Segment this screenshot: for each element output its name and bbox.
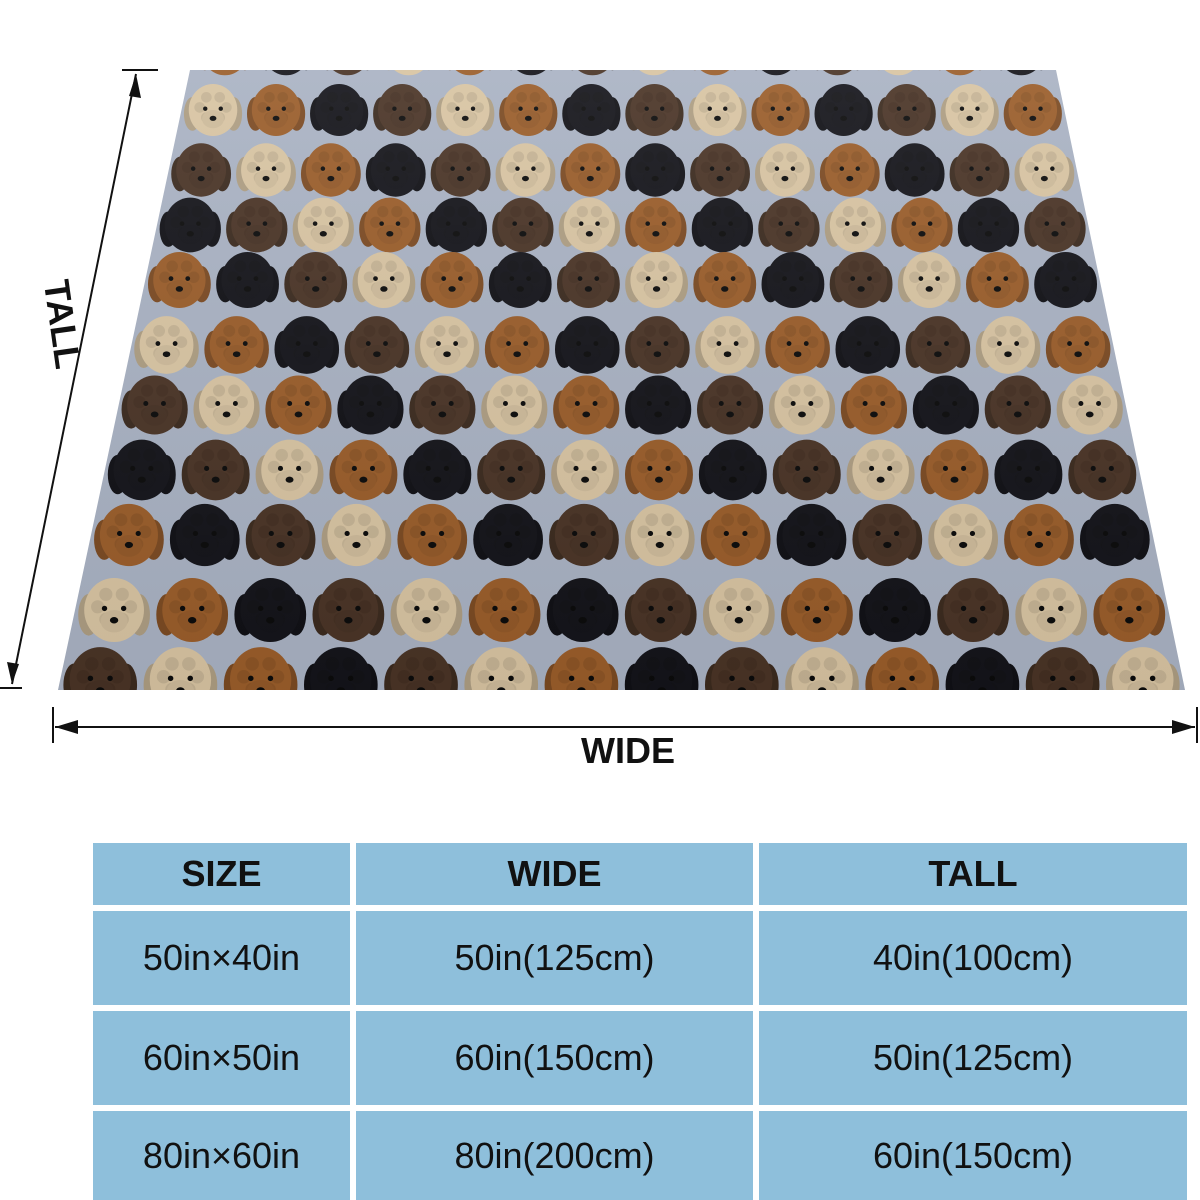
dog-face-icon [1115,316,1181,374]
dog-face-icon [1142,439,1185,501]
dog-face-icon [1171,577,1185,643]
dog-face-icon [502,70,560,76]
dog-face-icon [1066,84,1125,136]
cell-size: 60in×50in [93,1011,350,1105]
size-table-header-row: SIZE WIDE TALL [93,843,1187,905]
dog-face-icon [257,70,315,76]
wide-arrow-left-icon [55,720,78,734]
blanket-shading [58,70,1185,690]
dog-face-icon [1079,143,1140,197]
dog-face-icon [686,70,744,76]
cell-tall: 40in(100cm) [759,911,1187,1005]
cell-size: 80in×60in [93,1111,350,1200]
dog-face-icon [1155,503,1185,567]
size-table-row: 50in×40in 50in(125cm) 40in(100cm) [93,911,1187,1005]
cell-tall: 60in(150cm) [759,1111,1187,1200]
header-size: SIZE [93,843,350,905]
tall-label: TALL [36,277,89,371]
dog-face-icon [1090,197,1153,253]
dog-face-icon [809,70,866,76]
dog-face-icon [196,70,254,76]
dog-face-icon [1054,70,1111,76]
header-wide: WIDE [356,843,753,905]
size-table-row: 60in×50in 60in(150cm) 50in(125cm) [93,1011,1187,1105]
blanket-illustration: TALL WIDE [0,69,1200,771]
cell-wide: 60in(150cm) [356,1011,753,1105]
wide-label: WIDE [581,730,675,771]
dog-face-icon [135,70,192,76]
dog-face-icon [564,70,621,76]
dog-face-icon [58,375,116,435]
dog-face-icon [1102,251,1166,309]
cell-tall: 50in(125cm) [759,1011,1187,1105]
tall-dimension-line [11,73,137,685]
header-tall: TALL [759,843,1187,905]
dog-face-icon [931,70,989,76]
cell-size: 50in×40in [93,911,350,1005]
dog-face-icon [380,70,437,76]
wide-arrow-right-icon [1172,720,1195,734]
dog-face-icon [319,70,376,76]
dog-face-icon [747,70,805,76]
dog-face-icon [106,143,167,197]
dog-face-icon [992,70,1050,76]
size-table-row: 80in×60in 80in(200cm) 60in(150cm) [93,1111,1187,1200]
dog-face-icon [625,70,682,76]
dog-face-icon [58,439,102,501]
dog-face-icon [441,70,499,76]
dog-face-icon [1128,375,1185,435]
tall-arrow-bottom-icon [7,662,19,684]
dog-face-icon [58,577,72,643]
size-table: SIZE WIDE TALL 50in×40in 50in(125cm) 40i… [93,843,1187,1200]
tall-arrow-top-icon [129,74,141,98]
dog-face-icon [58,503,88,567]
dog-face-icon [870,70,927,76]
cell-wide: 80in(200cm) [356,1111,753,1200]
dog-face-icon [0,647,57,713]
dog-face-icon [1186,647,1200,713]
cell-wide: 50in(125cm) [356,911,753,1005]
